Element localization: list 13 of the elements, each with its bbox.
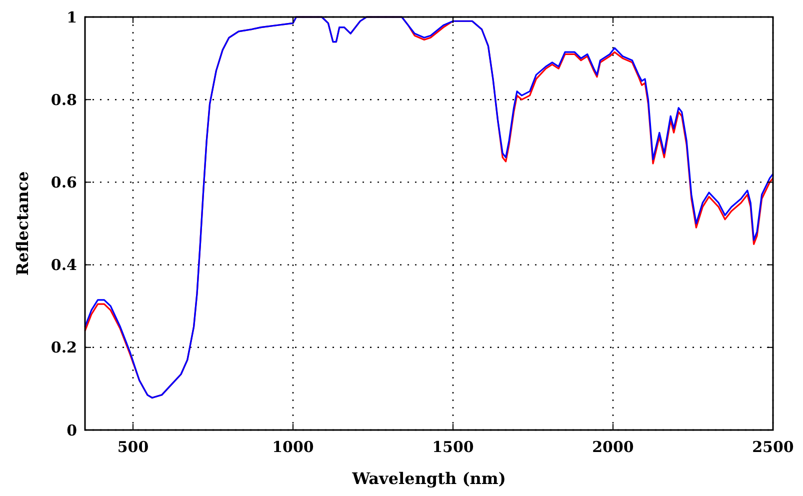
y-tick-label: 1 (66, 8, 77, 26)
y-tick-label: 0.4 (50, 256, 77, 274)
x-tick-label: 500 (117, 438, 149, 456)
y-axis-title: Reflectance (13, 171, 32, 276)
x-tick-label: 2500 (752, 438, 794, 456)
y-tick-label: 0.6 (50, 173, 77, 192)
x-tick-label: 1000 (272, 438, 314, 456)
x-axis-title: Wavelength (nm) (351, 469, 506, 488)
x-tick-label: 2000 (592, 438, 634, 456)
y-tick-label: 0 (66, 421, 77, 440)
y-tick-label: 0.2 (50, 338, 77, 357)
x-tick-label: 1500 (432, 438, 474, 456)
y-tick-label: 0.8 (50, 90, 77, 109)
